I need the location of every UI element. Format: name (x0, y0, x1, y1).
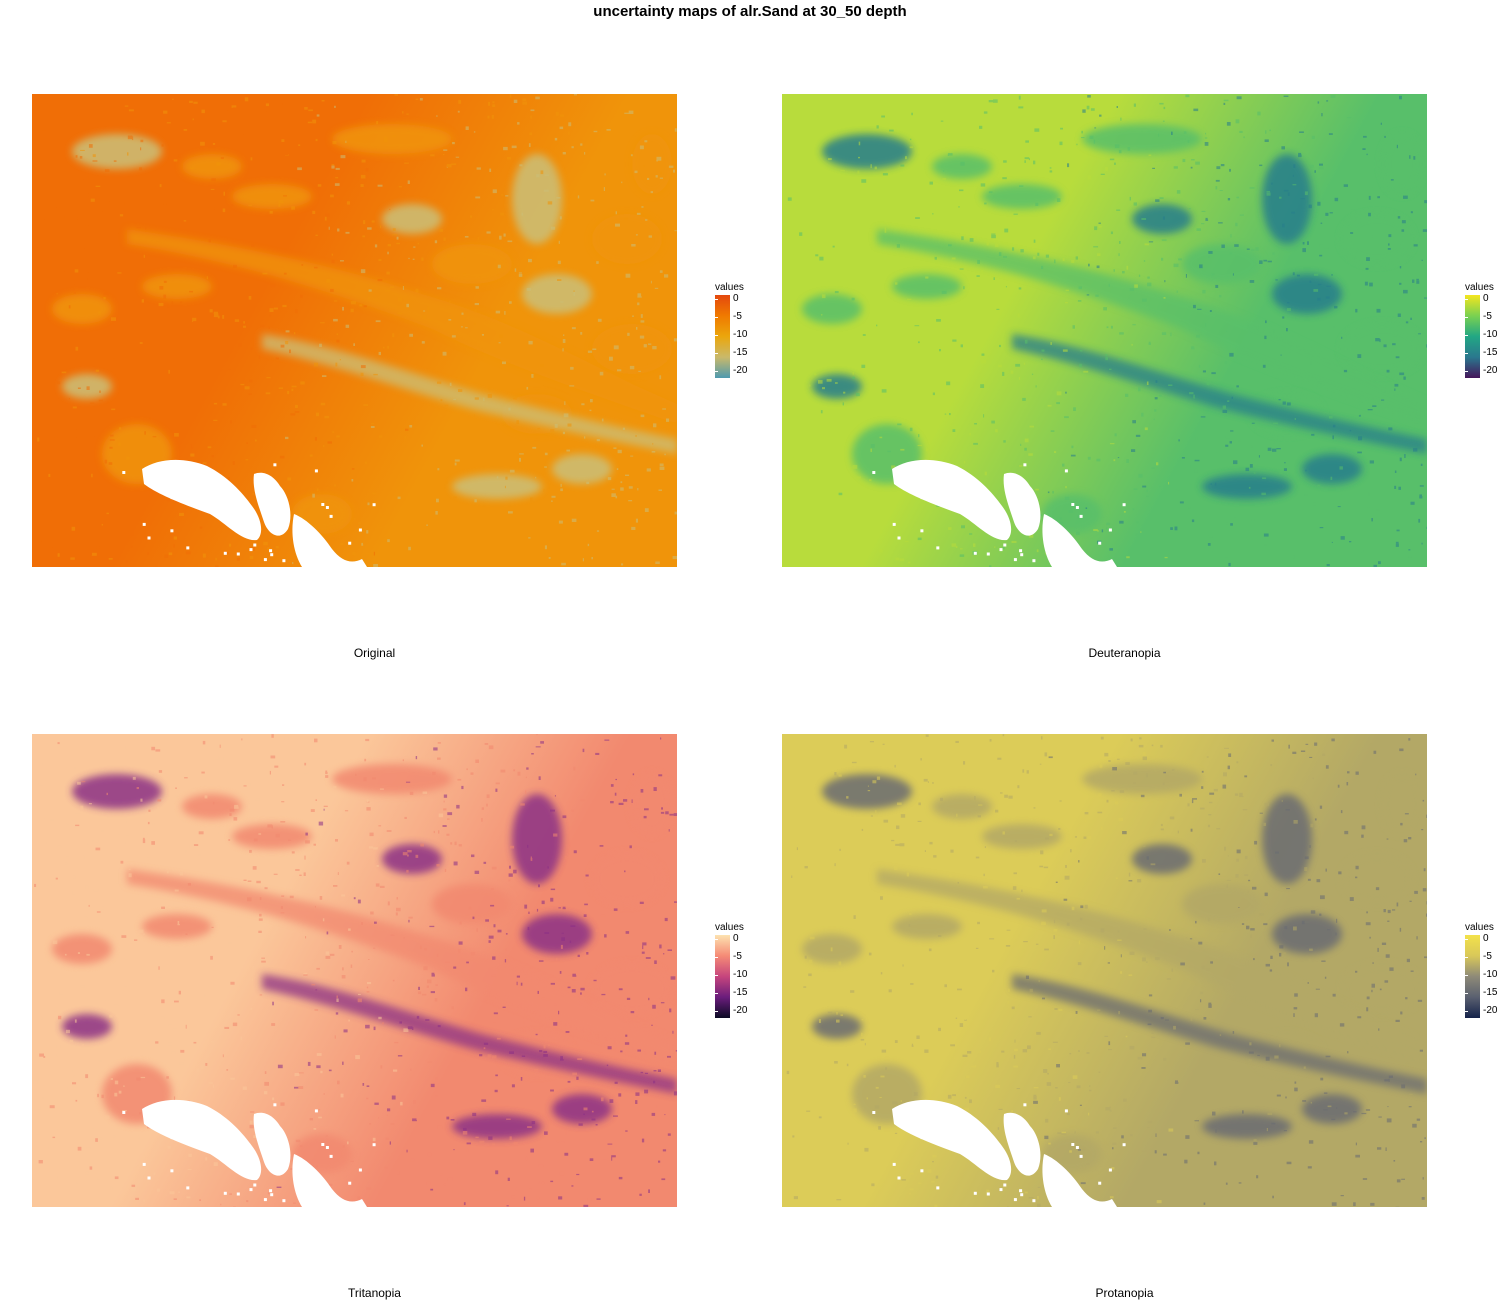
colorbar (715, 295, 730, 378)
legend-tick-mark (715, 938, 718, 940)
legend-tick-label: -5 (1483, 310, 1492, 322)
legend-tick-label: -20 (733, 364, 748, 376)
caption-protanopia: Protanopia (1095, 1286, 1154, 1300)
raster-map-deuteranopia (782, 94, 1427, 567)
legend-tick-mark (715, 992, 718, 994)
legend-tick-mark (1465, 938, 1468, 940)
legend-tick-label: -15 (733, 346, 748, 358)
legend-tick-mark (1465, 298, 1468, 300)
map-raster (32, 734, 677, 1207)
caption-original: Original (353, 646, 396, 660)
legend-tick-mark (1465, 1010, 1468, 1012)
legend-tick-mark (715, 974, 718, 976)
legend-tick-label: -20 (733, 1004, 748, 1016)
raster-map-original (32, 94, 677, 567)
legend-tick-label: 0 (733, 292, 739, 304)
legend-title: values (715, 282, 744, 293)
legend-tick-mark (1465, 334, 1468, 336)
legend-tick-mark (1465, 974, 1468, 976)
legend-tick-label: -5 (733, 310, 742, 322)
legend-tick-mark (1465, 992, 1468, 994)
legend-tick-label: -10 (1483, 328, 1498, 340)
legend-tick-label: -10 (733, 328, 748, 340)
legend-tick-label: -15 (1483, 986, 1498, 998)
legend-title: values (1465, 282, 1494, 293)
legend-tick-mark (715, 370, 718, 372)
legend-tick-label: -15 (733, 986, 748, 998)
legend-tick-label: -10 (1483, 968, 1498, 980)
legend-tick-mark (1465, 370, 1468, 372)
map-raster (782, 94, 1427, 567)
map-raster (32, 94, 677, 567)
colorbar (715, 935, 730, 1018)
colorbar (1465, 935, 1480, 1018)
legend-tick-mark (715, 316, 718, 318)
raster-map-protanopia (782, 734, 1427, 1207)
legend-tick-label: 0 (1483, 292, 1489, 304)
legend-title: values (1465, 922, 1494, 933)
raster-map-tritanopia (32, 734, 677, 1207)
legend-tick-label: -5 (1483, 950, 1492, 962)
legend-tick-label: -20 (1483, 364, 1498, 376)
legend-tick-mark (715, 1010, 718, 1012)
legend-tick-mark (715, 298, 718, 300)
legend-tick-label: 0 (1483, 932, 1489, 944)
legend-tick-mark (715, 352, 718, 354)
figure-title: uncertainty maps of alr.Sand at 30_50 de… (593, 3, 907, 20)
caption-deuteranopia: Deuteranopia (1088, 646, 1161, 660)
legend-tick-label: -20 (1483, 1004, 1498, 1016)
legend-tick-mark (1465, 956, 1468, 958)
legend-tick-mark (1465, 352, 1468, 354)
legend-tick-label: 0 (733, 932, 739, 944)
colorbar (1465, 295, 1480, 378)
legend-tick-mark (1465, 316, 1468, 318)
legend-tick-label: -5 (733, 950, 742, 962)
legend-tick-mark (715, 956, 718, 958)
legend-title: values (715, 922, 744, 933)
map-raster (782, 734, 1427, 1207)
legend-tick-mark (715, 334, 718, 336)
legend-tick-label: -10 (733, 968, 748, 980)
legend-tick-label: -15 (1483, 346, 1498, 358)
caption-tritanopia: Tritanopia (348, 1286, 401, 1300)
